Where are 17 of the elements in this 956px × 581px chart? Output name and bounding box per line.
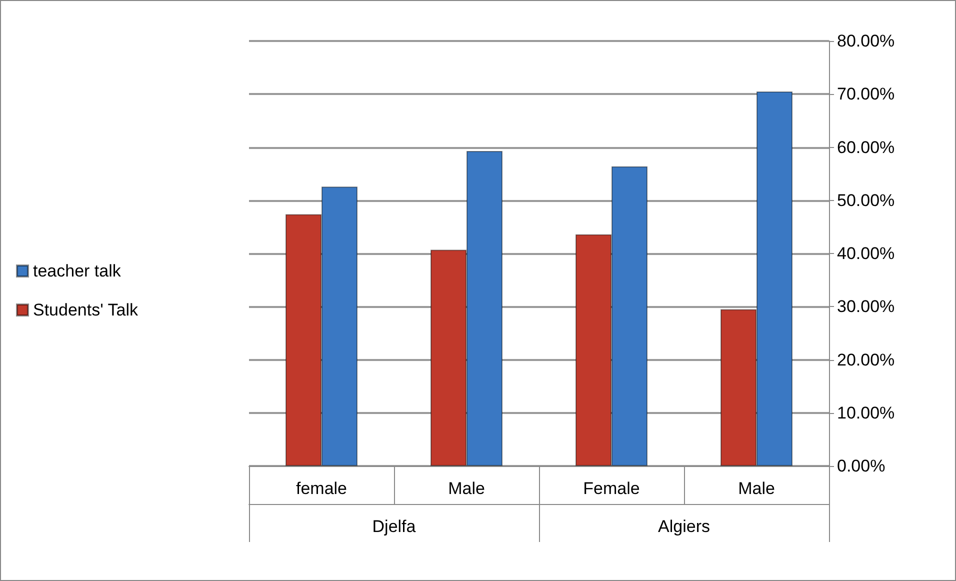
y-tick-label: 40.00% (837, 244, 895, 263)
y-tick-label: 30.00% (837, 297, 895, 316)
y-tick-label: 50.00% (837, 190, 895, 210)
y-tick-label: 60.00% (837, 138, 895, 157)
x-tick-label: Male (448, 479, 485, 498)
legend-label: teacher talk (33, 262, 122, 280)
y-tick-label: 0.00% (837, 456, 886, 476)
y-tick-label: 20.00% (837, 350, 895, 370)
x-tick-label: Male (738, 479, 775, 498)
legend-label: Students' Talk (33, 300, 138, 320)
x-tick-label: female (296, 479, 348, 498)
text: Algiers (658, 517, 710, 536)
y-tick-label: 10.00% (837, 403, 895, 422)
y-tick-label: 80.00% (837, 32, 895, 50)
x-tick-label: Female (583, 479, 640, 498)
text: Djelfa (372, 517, 416, 536)
y-tick-label: 70.00% (837, 84, 895, 104)
